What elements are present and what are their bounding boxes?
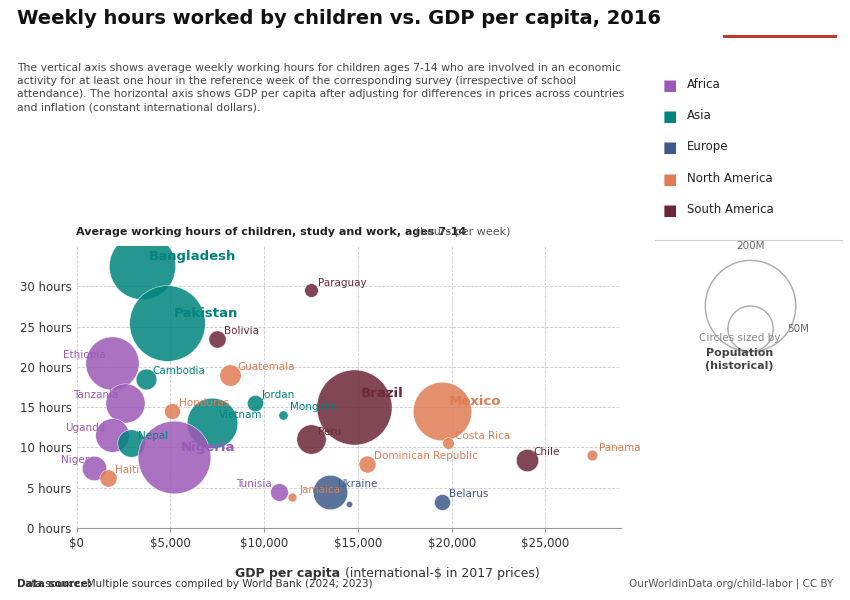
Point — [135, 262, 149, 271]
Text: GDP per capita: GDP per capita — [235, 567, 340, 580]
Text: Pakistan: Pakistan — [173, 307, 238, 320]
Text: OurWorldinData.org/child-labor | CC BY: OurWorldinData.org/child-labor | CC BY — [629, 578, 833, 589]
Text: Honduras: Honduras — [179, 398, 230, 409]
Point — [304, 286, 318, 295]
Point — [286, 493, 299, 502]
Text: Bangladesh: Bangladesh — [149, 250, 236, 263]
Point — [205, 418, 218, 428]
Point — [348, 403, 361, 412]
Text: Data source:: Data source: — [17, 579, 92, 589]
Text: Ukraine: Ukraine — [337, 479, 377, 489]
Point — [342, 499, 355, 509]
Text: (hours per week): (hours per week) — [412, 227, 511, 237]
Point — [586, 451, 599, 460]
Text: Population: Population — [706, 348, 774, 358]
Point — [105, 431, 119, 440]
Text: Mexico: Mexico — [450, 395, 502, 409]
Text: Average working hours of children, study and work, ages 7-14: Average working hours of children, study… — [76, 227, 467, 237]
Point — [435, 497, 449, 507]
Text: Belarus: Belarus — [450, 490, 489, 499]
Text: South America: South America — [687, 203, 774, 216]
Text: Circles sized by: Circles sized by — [699, 333, 780, 343]
Text: (international-$ in 2017 prices): (international-$ in 2017 prices) — [341, 567, 540, 580]
Text: Our World: Our World — [746, 10, 813, 23]
Text: ■: ■ — [663, 78, 677, 93]
Text: ■: ■ — [663, 172, 677, 187]
Text: Cambodia: Cambodia — [153, 366, 206, 376]
Point — [304, 434, 318, 444]
Text: ■: ■ — [663, 109, 677, 124]
Text: Tunisia: Tunisia — [236, 479, 272, 489]
Text: ■: ■ — [663, 140, 677, 155]
Text: Chile: Chile — [534, 447, 560, 457]
Text: 50M: 50M — [787, 324, 809, 334]
Text: Tanzania: Tanzania — [73, 391, 118, 400]
Text: Weekly hours worked by children vs. GDP per capita, 2016: Weekly hours worked by children vs. GDP … — [17, 9, 661, 28]
Text: Nepal: Nepal — [138, 431, 168, 440]
Text: Peru: Peru — [318, 427, 341, 437]
Text: Europe: Europe — [687, 140, 728, 154]
Text: in Data: in Data — [756, 24, 804, 37]
Point — [360, 459, 374, 469]
Point — [211, 334, 224, 343]
Text: Paraguay: Paraguay — [318, 278, 366, 287]
Text: Data source: Multiple sources compiled by World Bank (2024; 2023): Data source: Multiple sources compiled b… — [17, 579, 372, 589]
Point — [118, 398, 132, 408]
Text: Niger: Niger — [60, 455, 88, 465]
Point — [323, 487, 337, 497]
Bar — [723, 35, 836, 38]
Text: Jordan: Jordan — [262, 391, 295, 400]
Point — [102, 473, 116, 483]
Text: Guatemala: Guatemala — [237, 362, 295, 372]
Text: Uganda: Uganda — [65, 422, 105, 433]
Point — [105, 358, 119, 368]
Text: Bolivia: Bolivia — [224, 326, 259, 336]
Text: Costa Rica: Costa Rica — [455, 431, 510, 440]
Text: Ethiopia: Ethiopia — [63, 350, 105, 360]
Text: Mongolia: Mongolia — [290, 403, 337, 412]
Text: Jamaica: Jamaica — [299, 485, 340, 494]
Point — [139, 374, 153, 384]
Text: Nigeria: Nigeria — [181, 442, 235, 454]
Text: ■: ■ — [663, 203, 677, 218]
Point — [88, 463, 101, 472]
Text: Haiti: Haiti — [116, 465, 139, 475]
Text: Africa: Africa — [687, 78, 721, 91]
Point — [272, 487, 286, 497]
Point — [441, 439, 455, 448]
Text: Vietnam: Vietnam — [218, 410, 262, 421]
Point — [520, 455, 534, 464]
Text: North America: North America — [687, 172, 773, 185]
Text: The vertical axis shows average weekly working hours for children ages 7-14 who : The vertical axis shows average weekly w… — [17, 63, 624, 113]
Point — [435, 406, 449, 416]
Point — [160, 318, 173, 328]
Point — [124, 439, 138, 448]
Text: Brazil: Brazil — [361, 387, 404, 400]
Text: Panama: Panama — [599, 443, 641, 453]
Text: Asia: Asia — [687, 109, 711, 122]
Text: (historical): (historical) — [706, 361, 774, 371]
Point — [167, 452, 181, 462]
Point — [224, 370, 237, 380]
Point — [276, 410, 290, 420]
Point — [166, 406, 179, 416]
Text: Dominican Republic: Dominican Republic — [374, 451, 478, 461]
Text: 200M: 200M — [736, 241, 765, 251]
Point — [248, 398, 262, 408]
